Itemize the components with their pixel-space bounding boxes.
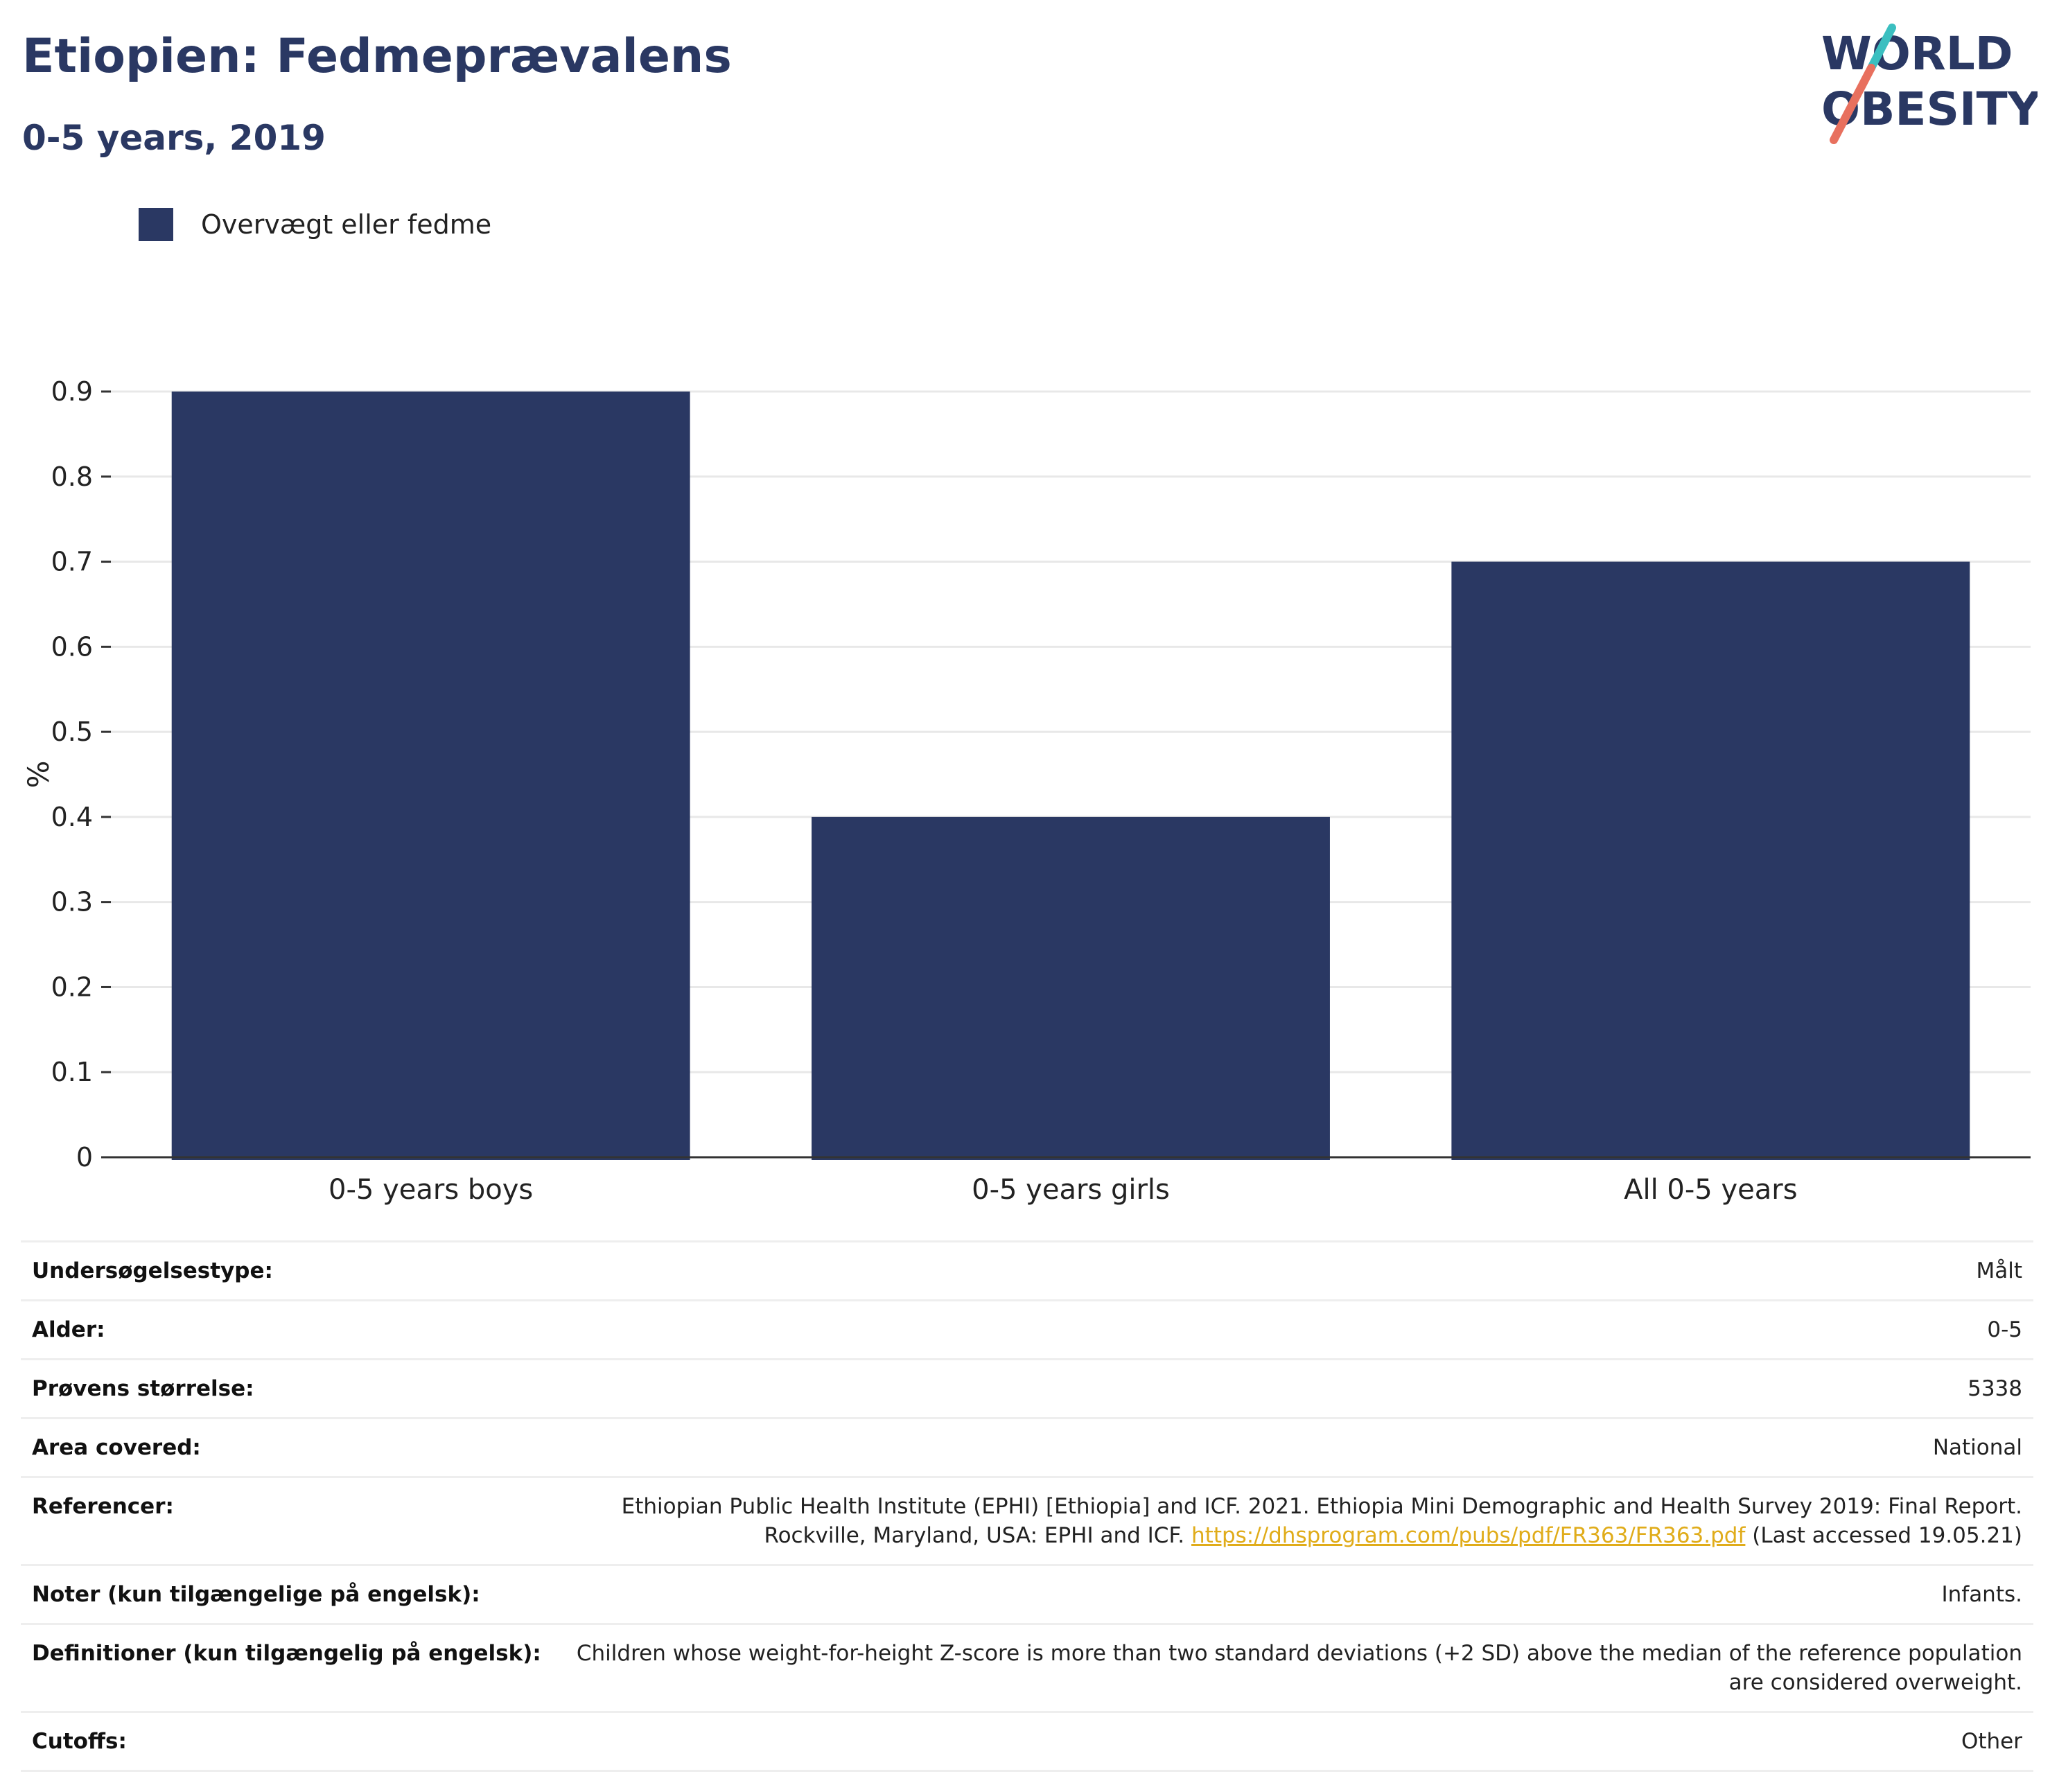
survey-info-table: Undersøgelsestype: Målt Alder: 0-5 Prøve… [21,1240,2033,1772]
table-row: Prøvens størrelse: 5338 [21,1359,2033,1418]
row-label-references: Referencer: [32,1494,174,1519]
world-obesity-logo[interactable]: WORLD OBESITY [1809,21,2038,146]
bar-chart: 0 0.1 0.2 0.3 0.4 0.5 0.6 0.7 0.8 0.9% 0-5 years b… [21,376,2031,1206]
reference-link[interactable]: https://dhsprogram.com/pubs/pdf/FR363/FR… [1191,1523,1746,1548]
table-row: Referencer: Ethiopian Public Health Inst… [21,1477,2033,1565]
page-title: Etiopien: Fedmeprævalens [22,29,732,84]
row-label-cutoffs: Cutoffs: [32,1729,127,1754]
bar [812,816,1330,1160]
y-tick-label: 0.7 [51,547,93,577]
y-tick-label: 0.1 [51,1057,93,1087]
row-value-area-covered: National [1932,1435,2022,1460]
page-subtitle: 0-5 years, 2019 [22,118,326,158]
row-label-age: Alder: [32,1317,105,1342]
row-value-references: Ethiopian Public Health Institute (EPHI)… [552,1477,2033,1565]
row-value-cutoffs: Other [1961,1729,2022,1754]
y-tick-label: 0 [76,1142,93,1172]
table-row: Definitioner (kun tilgængelig på engelsk… [21,1624,2033,1712]
row-value-age: 0-5 [1987,1317,2022,1342]
table-row: Noter (kun tilgængelige på engelsk): Inf… [21,1565,2033,1624]
y-axis-label: % [21,761,55,789]
legend-label: Overvægt eller fedme [201,209,492,240]
y-tick-label: 0.6 [51,631,93,662]
chart-legend[interactable]: Overvægt eller fedme [139,207,491,243]
x-tick-label: All 0-5 years [1624,1174,1797,1206]
x-tick-label: 0-5 years boys [328,1174,533,1206]
table-row: Undersøgelsestype: Målt [21,1241,2033,1301]
table-row: Area covered: National [21,1418,2033,1477]
logo-text-world: WORLD [1821,27,2013,80]
row-value-notes: Infants. [1941,1582,2022,1607]
y-tick-label: 0.4 [51,802,93,832]
y-tick-label: 0.2 [51,972,93,1002]
row-value-survey-type: Målt [1976,1258,2022,1283]
row-label-survey-type: Undersøgelsestype: [32,1258,273,1283]
y-tick-label: 0.3 [51,887,93,917]
row-label-notes: Noter (kun tilgængelige på engelsk): [32,1582,480,1607]
legend-swatch [139,208,173,241]
bar [1451,561,1970,1160]
table-row: Alder: 0-5 [21,1300,2033,1360]
y-tick-label: 0.5 [51,717,93,747]
row-label-area-covered: Area covered: [32,1435,201,1460]
logo-slash-teal [1867,24,1896,72]
row-value-sample-size: 5338 [1968,1376,2022,1401]
y-tick-label: 0.8 [51,462,93,492]
row-label-definitions: Definitioner (kun tilgængelig på engelsk… [32,1641,541,1666]
reference-accessed-text: (Last accessed 19.05.21) [1745,1523,2022,1548]
x-tick-label: 0-5 years girls [972,1174,1170,1206]
row-label-sample-size: Prøvens størrelse: [32,1376,254,1401]
logo-slash-coral [1830,64,1875,144]
table-row: Cutoffs: Other [21,1712,2033,1771]
bar [171,392,690,1160]
y-tick-label: 0.9 [51,376,93,407]
reference-text: Ethiopian Public Health Institute (EPHI)… [621,1494,2022,1548]
row-value-definitions: Children whose weight-for-height Z-score… [576,1641,2022,1695]
